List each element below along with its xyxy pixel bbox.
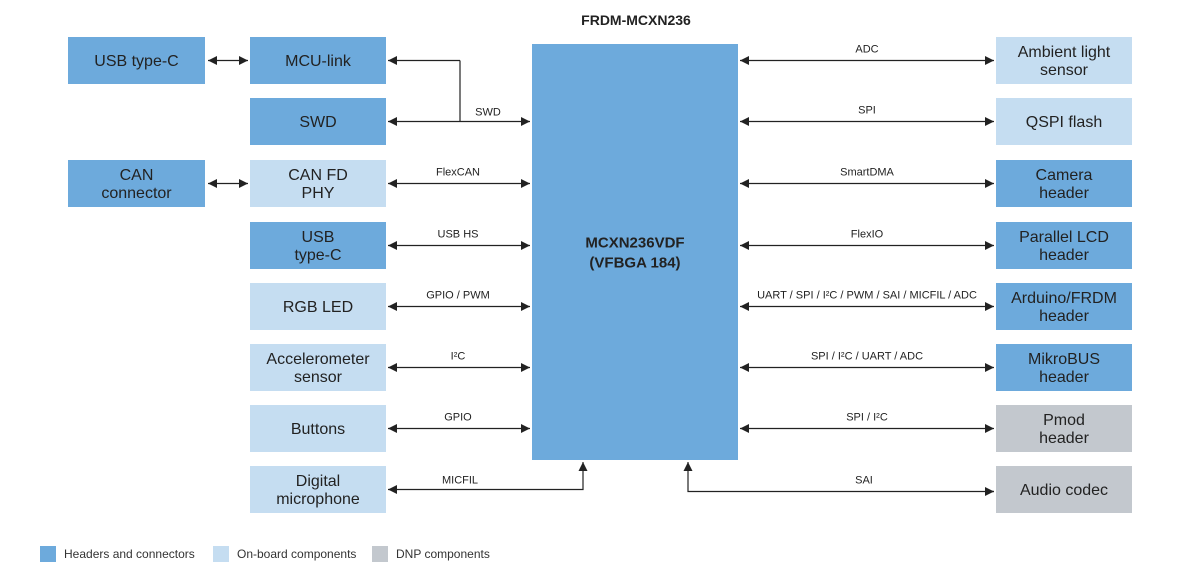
left-block-label: RGB LED xyxy=(283,299,353,316)
left-block-label: MCU-link xyxy=(285,53,352,70)
right-block-label: header xyxy=(1039,185,1089,202)
legend-swatch xyxy=(213,546,229,562)
legend-swatch xyxy=(40,546,56,562)
legend-item: Headers and connectors xyxy=(40,546,195,562)
bus-label: SmartDMA xyxy=(840,167,894,179)
left-block-rect xyxy=(250,98,386,145)
bus-label: SPI / I²C / UART / ADC xyxy=(811,351,923,363)
outer-block-rect xyxy=(68,37,205,84)
bus-label: ADC xyxy=(855,44,878,56)
left-block-label: Accelerometer xyxy=(266,351,370,368)
left-block-label: Digital xyxy=(296,473,340,490)
bus-label: FlexCAN xyxy=(436,167,480,179)
legend-label: On-board components xyxy=(237,547,356,561)
right-block-label: Arduino/FRDM xyxy=(1011,290,1117,307)
left-block-label: microphone xyxy=(276,491,360,508)
right-block-label: Pmod xyxy=(1043,412,1085,429)
legend-item: On-board components xyxy=(213,546,356,562)
right-block-rect xyxy=(996,98,1132,145)
connection-line xyxy=(683,462,994,493)
left-block-rect xyxy=(250,37,386,84)
bus-label: GPIO / PWM xyxy=(426,290,490,302)
right-block: Audio codec xyxy=(996,466,1132,513)
left-block-rect xyxy=(250,160,386,207)
right-block-label: Camera xyxy=(1036,167,1093,184)
right-block-rect xyxy=(996,283,1132,330)
left-block: RGB LED xyxy=(250,283,386,330)
legend-label: DNP components xyxy=(396,547,490,561)
right-block: QSPI flash xyxy=(996,98,1132,145)
bus-label: SAI xyxy=(855,475,873,487)
left-block-rect xyxy=(250,344,386,391)
right-block-label: Audio codec xyxy=(1020,482,1108,499)
right-block-label: Parallel LCD xyxy=(1019,229,1109,246)
right-block-rect xyxy=(996,344,1132,391)
right-block-label: header xyxy=(1039,308,1089,325)
left-block-label: Buttons xyxy=(291,421,345,438)
outer-block-rect xyxy=(68,160,205,207)
left-block-rect xyxy=(250,405,386,452)
bus-label: I²C xyxy=(451,351,466,363)
bus-label: SPI / I²C xyxy=(846,412,888,424)
right-block-rect xyxy=(996,466,1132,513)
bus-label: SWD xyxy=(475,107,501,119)
right-block-rect xyxy=(996,222,1132,269)
right-block-label: header xyxy=(1039,369,1089,386)
right-block-rect xyxy=(996,160,1132,207)
mcu-chip-label: MCXN236VDF xyxy=(585,235,684,252)
left-block-label: type-C xyxy=(294,247,341,264)
outer-block-label: USB type-C xyxy=(94,53,178,70)
left-block-rect xyxy=(250,283,386,330)
mcu-chip-rect xyxy=(532,44,738,460)
bus-label: SPI xyxy=(858,105,876,117)
mcu-chip: MCXN236VDF (VFBGA 184) xyxy=(532,44,738,460)
left-block: Buttons xyxy=(250,405,386,452)
right-block-label: header xyxy=(1039,430,1089,447)
left-block-label: sensor xyxy=(294,369,343,386)
left-block: MCU-link xyxy=(250,37,386,84)
right-block-label: sensor xyxy=(1040,62,1089,79)
connection-arrow xyxy=(388,462,588,494)
legend-item: DNP components xyxy=(372,546,490,562)
legend-swatch xyxy=(372,546,388,562)
left-block-rect xyxy=(250,466,386,513)
left-block-label: USB xyxy=(302,229,335,246)
bus-label: FlexIO xyxy=(851,229,884,241)
right-block-rect xyxy=(996,405,1132,452)
right-block-label: Ambient light xyxy=(1018,44,1111,61)
bus-label: UART / SPI / I²C / PWM / SAI / MICFIL / … xyxy=(757,290,977,302)
left-block: SWD xyxy=(250,98,386,145)
left-block-label: PHY xyxy=(302,185,335,202)
right-block-rect xyxy=(996,37,1132,84)
left-block-label: SWD xyxy=(299,114,336,131)
diagram-title: FRDM-MCXN236 xyxy=(581,12,691,28)
left-block-rect xyxy=(250,222,386,269)
mcu-chip-label: (VFBGA 184) xyxy=(589,255,680,272)
bus-label: MICFIL xyxy=(442,475,478,487)
outer-block: USB type-C xyxy=(68,37,205,84)
outer-block-label: connector xyxy=(101,185,172,202)
bus-label: GPIO xyxy=(444,412,472,424)
right-block-label: MikroBUS xyxy=(1028,351,1100,368)
legend-label: Headers and connectors xyxy=(64,547,195,561)
right-block-label: QSPI flash xyxy=(1026,114,1102,131)
left-block-label: CAN FD xyxy=(288,167,348,184)
right-block-label: header xyxy=(1039,247,1089,264)
outer-block-label: CAN xyxy=(120,167,154,184)
bus-label: USB HS xyxy=(438,229,479,241)
